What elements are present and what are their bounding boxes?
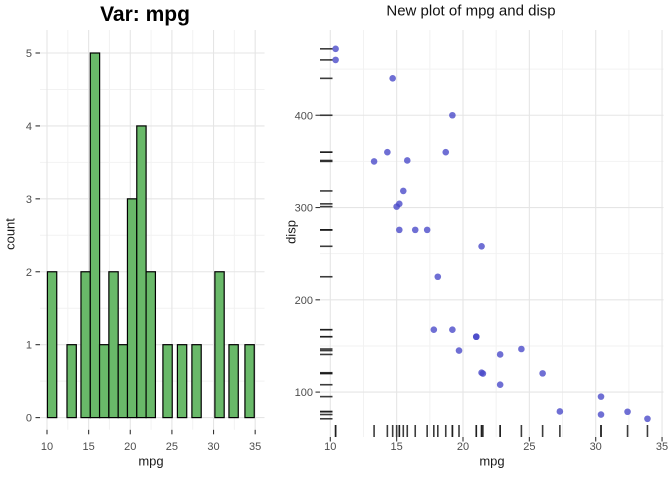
- scatter-point: [403, 157, 411, 164]
- histogram-bar: [136, 125, 147, 419]
- scatter-y-tick-label: 100: [295, 387, 313, 399]
- histogram-bar: [191, 344, 202, 419]
- scatter-point: [449, 326, 456, 334]
- scatter-point: [449, 111, 456, 119]
- histogram-bar: [66, 344, 77, 419]
- scatter-point: [518, 345, 525, 353]
- histogram-bar: [214, 271, 225, 419]
- scatter-point: [332, 45, 339, 53]
- scatter-x-tick-label: 35: [656, 441, 668, 453]
- scatter-point: [442, 148, 450, 156]
- histogram-bar: [80, 271, 91, 419]
- histogram-bar: [145, 271, 157, 419]
- hist-y-tick-label: 2: [26, 267, 32, 279]
- scatter-x-tick-label: 25: [523, 441, 535, 453]
- scatter-point: [332, 56, 339, 64]
- scatter-point: [597, 411, 605, 418]
- hist-x-tick-label: 25: [166, 441, 178, 453]
- scatter-y-tick-label: 400: [295, 110, 313, 122]
- scatter-point: [496, 351, 504, 358]
- scatter-point: [478, 369, 485, 377]
- scatter-point: [434, 273, 442, 281]
- scatter-point: [624, 408, 631, 416]
- scatter-point: [478, 242, 485, 250]
- scatter-point: [496, 381, 504, 389]
- histogram-bar: [244, 344, 255, 419]
- hist-x-tick-label: 10: [41, 441, 53, 453]
- hist-y-tick-label: 0: [26, 413, 32, 425]
- histogram-bar: [46, 271, 58, 419]
- scatter-y-tick-label: 200: [295, 295, 313, 307]
- histogram-bar: [89, 52, 101, 419]
- histogram-bar: [228, 344, 239, 419]
- scatter-y-tick-label: 300: [295, 203, 313, 215]
- histogram-bar: [176, 344, 188, 419]
- scatter-point: [370, 158, 378, 165]
- scatter-x-tick-label: 10: [324, 441, 336, 453]
- scatter-point: [411, 226, 419, 234]
- scatter-x-tick-label: 20: [457, 441, 469, 453]
- scatter-point: [472, 333, 480, 341]
- hist-x-tick-label: 30: [207, 441, 219, 453]
- hist-y-tick-label: 4: [26, 121, 32, 133]
- scatter-point: [539, 370, 546, 377]
- histogram-bar: [98, 344, 110, 419]
- scatter-title: New plot of mpg and disp: [386, 2, 556, 20]
- histogram-bar: [126, 198, 138, 419]
- scatter-x-tick-label: 30: [590, 441, 602, 453]
- scatter-point: [455, 347, 463, 354]
- scatter-point: [396, 226, 403, 234]
- scatter-x-axis-title: mpg: [479, 453, 505, 469]
- scatter-point: [389, 75, 396, 82]
- hist-x-tick-label: 20: [124, 441, 136, 453]
- scatter-y-axis-title: disp: [283, 220, 299, 244]
- hist-x-tick-label: 15: [83, 441, 95, 453]
- scatter-point: [423, 226, 431, 234]
- histogram-bar: [108, 271, 119, 419]
- scatter-point: [399, 187, 407, 195]
- scatter-point: [556, 408, 564, 415]
- scatter-point: [597, 393, 605, 400]
- scatter-point: [393, 203, 400, 210]
- histogram-title: Var: mpg: [100, 3, 190, 26]
- hist-y-tick-label: 3: [26, 194, 32, 206]
- hist-y-tick-label: 1: [26, 340, 32, 352]
- scatter-point: [644, 415, 651, 423]
- hist-y-tick-label: 5: [26, 48, 32, 60]
- scatter-point: [430, 326, 438, 334]
- histogram-y-axis-title: count: [2, 218, 18, 250]
- scatter-x-tick-label: 15: [391, 441, 403, 453]
- hist-x-tick-label: 35: [249, 441, 261, 453]
- scatter-point: [384, 148, 391, 156]
- histogram-bar: [117, 344, 129, 419]
- histogram-x-axis-title: mpg: [138, 453, 164, 469]
- histogram-bar: [162, 344, 173, 419]
